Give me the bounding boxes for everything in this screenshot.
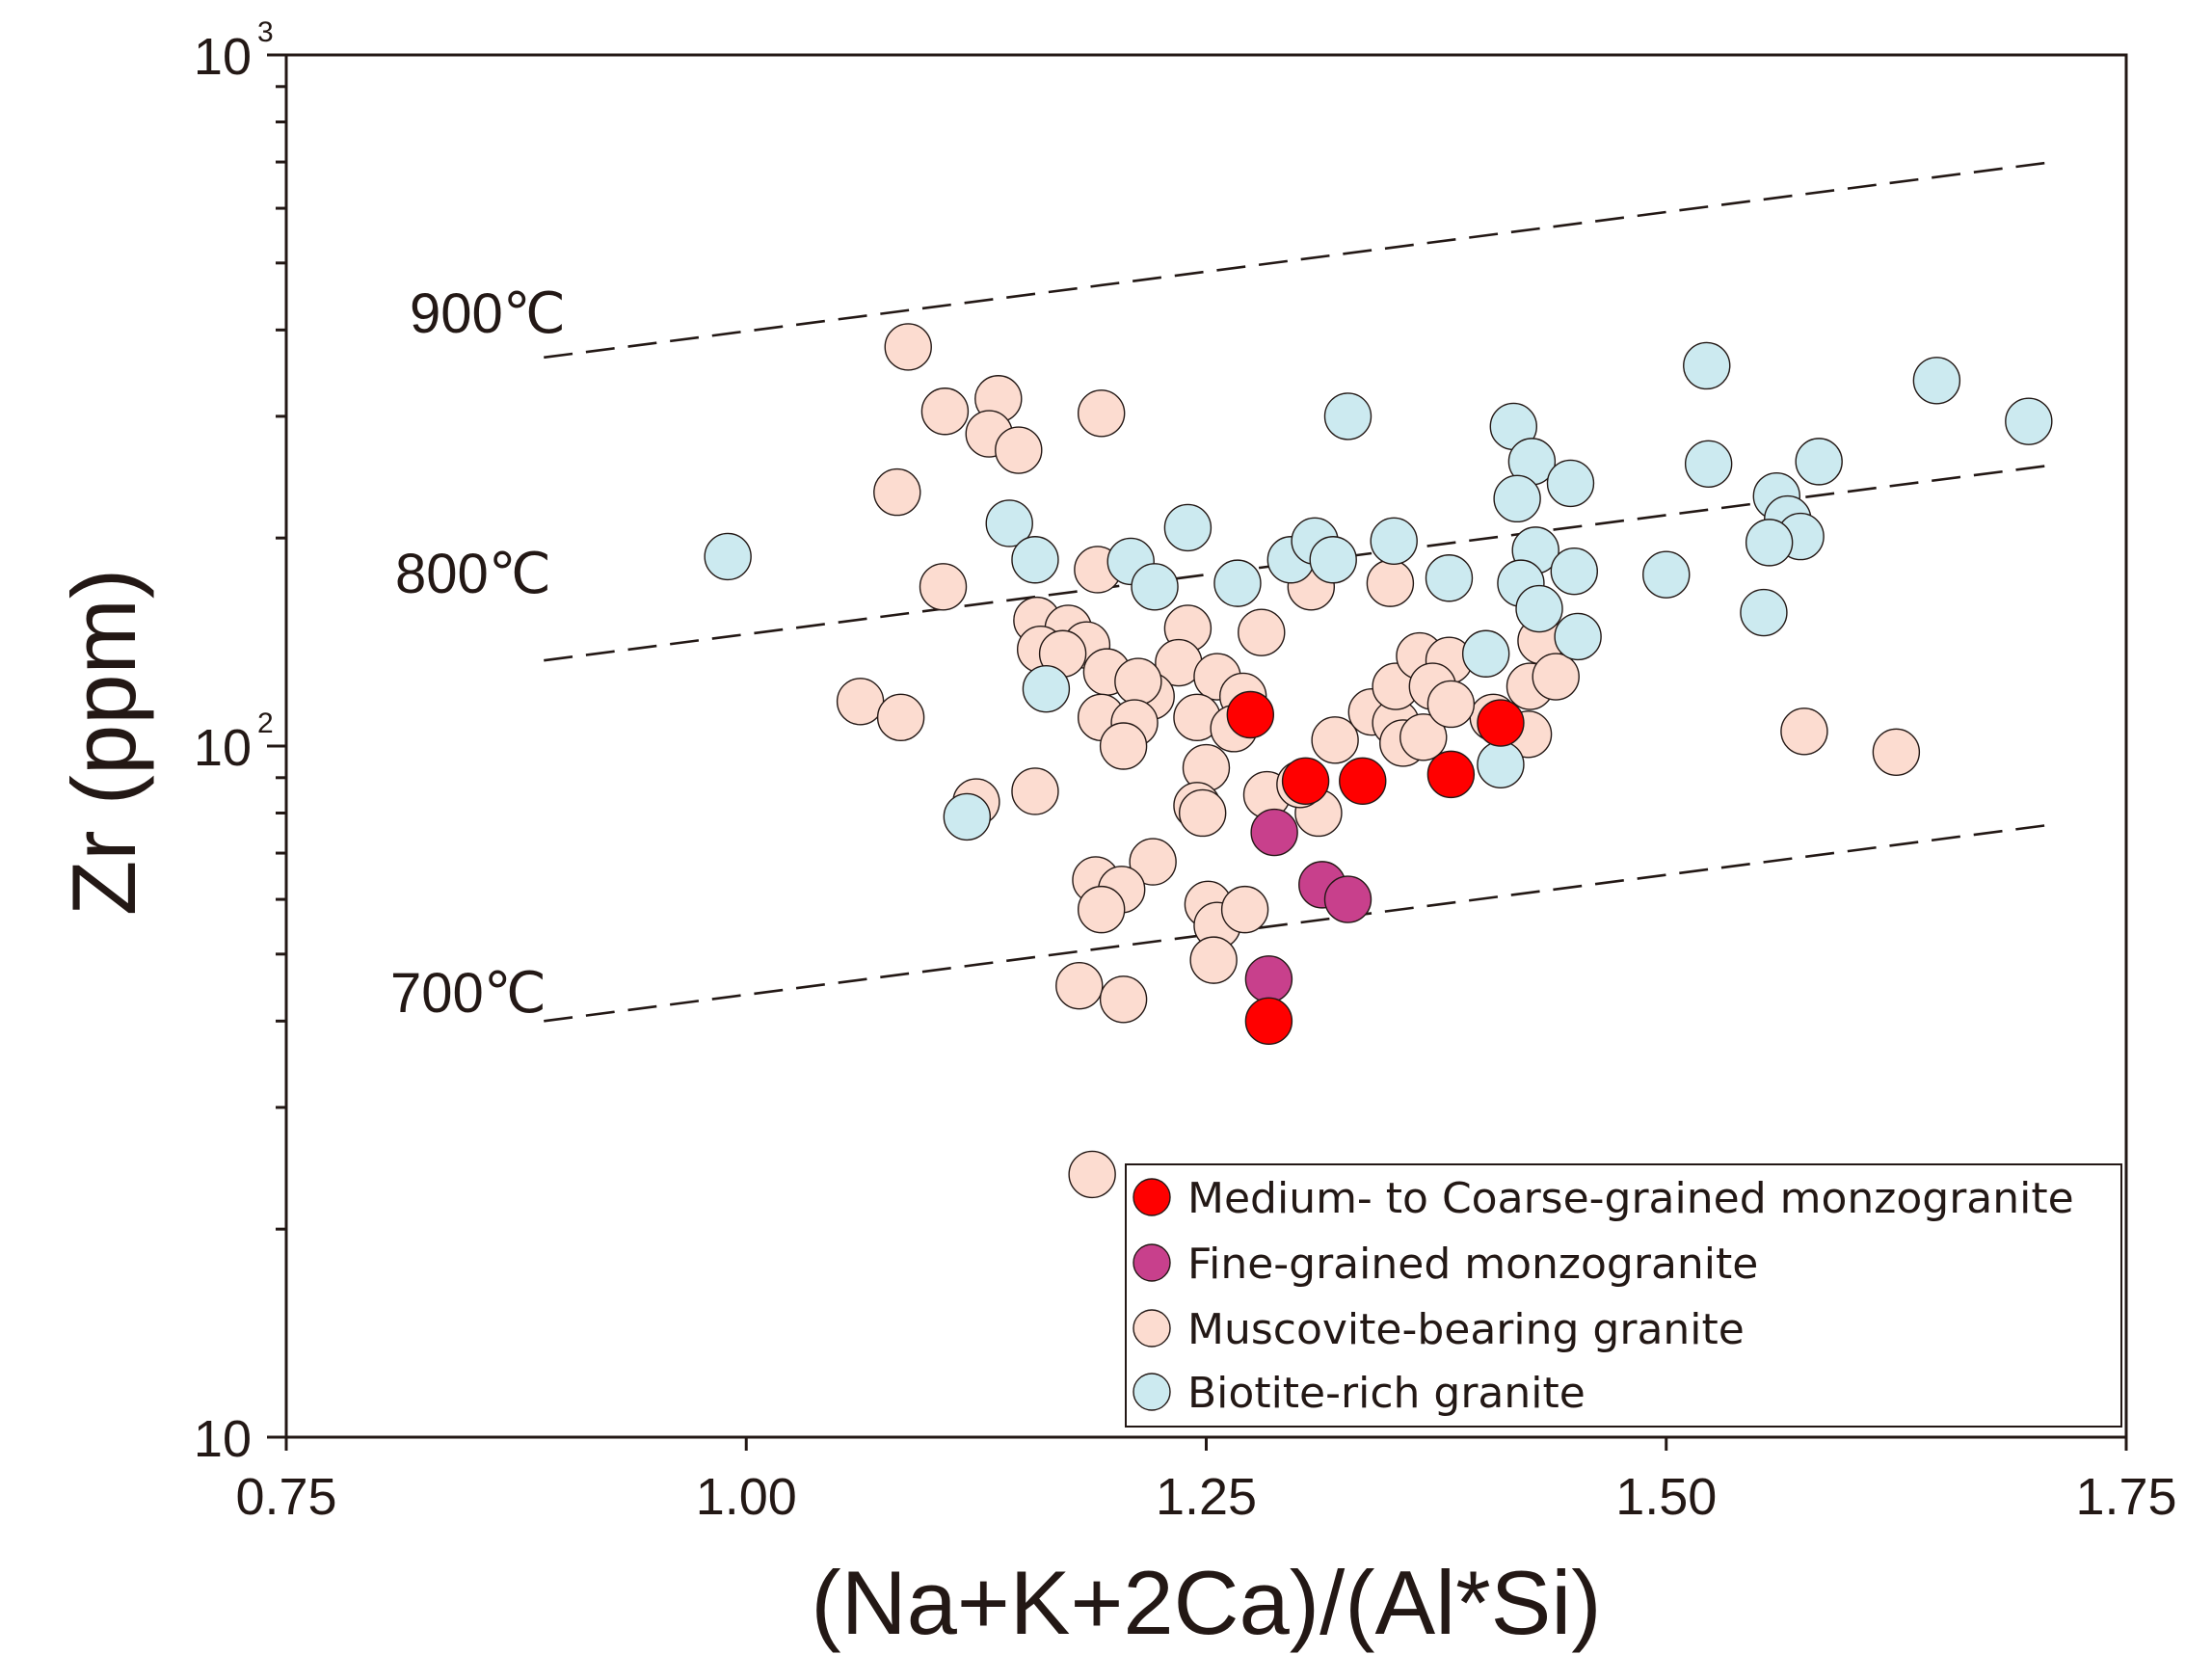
data-points xyxy=(704,323,2053,1199)
data-point xyxy=(1426,680,1476,729)
data-point xyxy=(1872,728,1921,776)
data-point xyxy=(919,563,968,611)
legend-marker xyxy=(1133,1309,1171,1348)
data-point xyxy=(995,426,1043,474)
data-point xyxy=(1477,699,1525,747)
x-tick-label: 0.75 xyxy=(235,1468,336,1526)
y-axis-title: Zr (ppm) xyxy=(53,569,154,916)
data-point xyxy=(1309,536,1357,584)
data-point xyxy=(1099,722,1148,770)
data-point xyxy=(1366,559,1415,607)
x-tick-label: 1.75 xyxy=(2075,1468,2176,1526)
legend-marker xyxy=(1133,1243,1171,1282)
data-point xyxy=(1011,767,1059,815)
data-point xyxy=(1399,713,1448,761)
y-tick-exponent: 2 xyxy=(257,707,274,739)
axes xyxy=(267,53,2128,1451)
data-point xyxy=(1493,474,1541,523)
data-point xyxy=(1550,547,1599,596)
legend-label: Biotite-rich granite xyxy=(1187,1369,1586,1418)
data-point xyxy=(836,678,885,726)
y-tick-label: 10 xyxy=(194,1410,252,1468)
legend-box xyxy=(1125,1163,2122,1428)
isotherm-line xyxy=(544,823,2053,1023)
y-tick-label: 10 xyxy=(194,28,252,86)
data-point xyxy=(1129,838,1177,886)
legend-marker xyxy=(1133,1178,1171,1216)
data-point xyxy=(1642,550,1691,599)
data-point xyxy=(1323,392,1373,440)
data-point xyxy=(1077,389,1126,438)
legend: Medium- to Coarse-grained monzogranite Fi… xyxy=(1125,1163,2122,1428)
isotherm-line xyxy=(544,160,2053,360)
data-point xyxy=(2005,397,2053,445)
data-point xyxy=(1311,716,1359,764)
data-point xyxy=(1022,664,1071,713)
legend-label: Medium- to Coarse-grained monzogranite xyxy=(1187,1174,2074,1223)
data-point xyxy=(943,792,992,841)
data-point xyxy=(1099,975,1148,1024)
data-point xyxy=(884,323,932,371)
legend-label: Muscovite-bearing granite xyxy=(1187,1305,1745,1354)
data-point xyxy=(1189,936,1238,984)
data-point xyxy=(1244,997,1293,1046)
data-point xyxy=(1068,1150,1116,1199)
data-point xyxy=(1077,885,1126,934)
legend-marker xyxy=(1133,1373,1171,1411)
data-point xyxy=(1745,519,1794,567)
isotherm-label: 900℃ xyxy=(410,282,566,345)
x-tick-label: 1.25 xyxy=(1156,1468,1257,1526)
x-axis-title: (Na+K+2Ca)/(Al*Si) xyxy=(811,1552,1601,1653)
data-point xyxy=(876,693,925,742)
data-point xyxy=(1213,559,1262,607)
isotherm-labels: 900℃ 800℃ 700℃ xyxy=(390,282,566,1025)
data-point xyxy=(1370,517,1418,565)
data-point xyxy=(1178,788,1227,838)
isotherm-label: 700℃ xyxy=(390,962,546,1025)
data-point xyxy=(920,387,970,436)
data-point xyxy=(1477,740,1525,788)
data-point xyxy=(1740,588,1788,637)
data-point xyxy=(1554,612,1602,661)
legend-label: Fine-grained monzogranite xyxy=(1187,1240,1758,1289)
data-point xyxy=(1912,357,1961,405)
data-point xyxy=(1780,707,1828,756)
data-point xyxy=(1425,554,1474,602)
data-point xyxy=(1339,757,1387,805)
data-point xyxy=(1226,690,1275,739)
axis-titles: (Na+K+2Ca)/(Al*Si) Zr (ppm) xyxy=(53,569,1602,1653)
data-point xyxy=(873,467,921,517)
data-point xyxy=(704,532,752,581)
data-point xyxy=(1683,341,1731,390)
data-point xyxy=(1250,808,1298,857)
x-tick-label: 1.00 xyxy=(696,1468,797,1526)
y-tick-exponent: 3 xyxy=(257,16,274,48)
data-point xyxy=(1055,961,1104,1010)
data-point xyxy=(1532,653,1580,701)
data-point xyxy=(1131,563,1179,611)
data-point xyxy=(1461,629,1510,678)
x-tick-label: 1.50 xyxy=(1615,1468,1717,1526)
data-point xyxy=(1238,608,1286,656)
data-point xyxy=(1244,955,1293,1003)
data-point xyxy=(1011,536,1059,584)
y-tick-label: 10 xyxy=(194,719,252,777)
data-point xyxy=(1515,584,1563,633)
isotherm-label: 800℃ xyxy=(395,543,551,605)
data-point xyxy=(1114,657,1162,706)
data-point xyxy=(1220,885,1269,934)
data-point xyxy=(1426,750,1476,799)
data-point xyxy=(1281,757,1330,805)
data-point xyxy=(1795,438,1843,486)
data-point xyxy=(1546,459,1595,508)
data-point xyxy=(1163,503,1213,552)
data-point xyxy=(1684,440,1733,488)
data-point xyxy=(985,499,1033,547)
data-point xyxy=(1323,875,1373,923)
